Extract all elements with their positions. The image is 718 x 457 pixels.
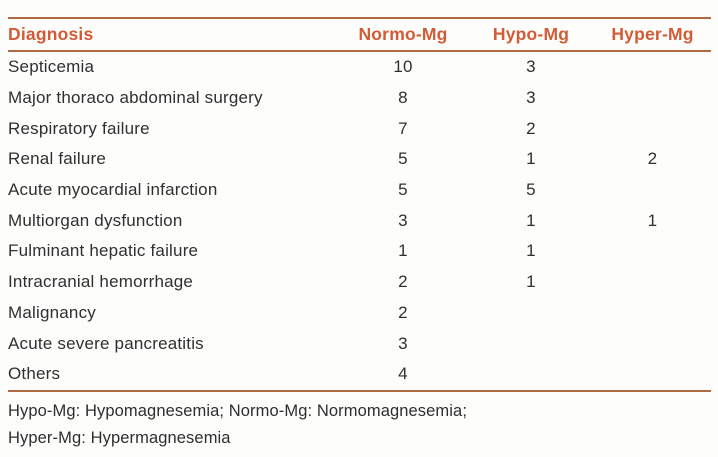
diagnosis-cell: Major thoraco abdominal surgery bbox=[8, 88, 263, 108]
table-row: Major thoraco abdominal surgery 8 3 bbox=[8, 83, 711, 114]
diagnosis-cell: Septicemia bbox=[8, 57, 95, 77]
diagnosis-cell: Intracranial hemorrhage bbox=[8, 272, 194, 292]
hyper-mg-cell: 2 bbox=[647, 149, 658, 169]
hypo-mg-cell: 5 bbox=[526, 180, 536, 200]
hypo-mg-cell: 1 bbox=[526, 149, 536, 169]
diagnosis-cell: Multiorgan dysfunction bbox=[8, 210, 183, 230]
table-row: Septicemia 10 3 bbox=[8, 52, 711, 83]
normo-mg-cell: 3 bbox=[398, 210, 408, 230]
normo-mg-cell: 3 bbox=[398, 333, 408, 353]
hypo-mg-cell: 3 bbox=[526, 57, 536, 77]
normo-mg-cell: 1 bbox=[398, 241, 408, 261]
hypo-mg-cell: 3 bbox=[526, 88, 536, 108]
column-header-diagnosis: Diagnosis bbox=[8, 24, 94, 44]
diagnosis-cell: Others bbox=[8, 364, 61, 384]
table-row: Intracranial hemorrhage 2 1 bbox=[8, 267, 711, 298]
table-footnote: Hypo-Mg: Hypomagnesemia; Normo-Mg: Normo… bbox=[8, 401, 468, 447]
hyper-mg-cell: 1 bbox=[647, 210, 658, 230]
table-row: Fulminant hepatic failure 1 1 bbox=[8, 236, 711, 267]
normo-mg-cell: 2 bbox=[398, 272, 408, 292]
hypo-mg-cell: 1 bbox=[526, 272, 536, 292]
table-row: Acute severe pancreatitis 3 bbox=[8, 328, 711, 359]
diagnosis-cell: Renal failure bbox=[8, 149, 107, 169]
column-header-hyper-mg: Hyper-Mg bbox=[611, 24, 694, 44]
normo-mg-cell: 5 bbox=[398, 180, 408, 200]
table-header-row: Diagnosis Normo-Mg Hypo-Mg Hyper-Mg bbox=[8, 19, 711, 50]
hypo-mg-cell: 1 bbox=[526, 241, 536, 261]
table-row: Others 4 bbox=[8, 359, 711, 390]
table-row: Acute myocardial infarction 5 5 bbox=[8, 175, 711, 206]
normo-mg-cell: 4 bbox=[398, 364, 408, 384]
header-bottom-rule bbox=[8, 50, 711, 52]
normo-mg-cell: 2 bbox=[398, 302, 408, 322]
table-row: Renal failure 5 1 2 bbox=[8, 144, 711, 175]
table-body: Septicemia 10 3 Major thoraco abdominal … bbox=[8, 52, 711, 390]
table-top-rule bbox=[8, 17, 711, 19]
table-row: Malignancy 2 bbox=[8, 298, 711, 329]
diagnosis-cell: Malignancy bbox=[8, 302, 96, 322]
column-header-normo-mg: Normo-Mg bbox=[358, 24, 448, 44]
normo-mg-cell: 10 bbox=[393, 57, 413, 77]
normo-mg-cell: 8 bbox=[398, 88, 408, 108]
hypo-mg-cell: 1 bbox=[526, 210, 536, 230]
table-bottom-rule bbox=[8, 389, 711, 392]
diagnosis-cell: Acute severe pancreatitis bbox=[8, 333, 204, 353]
normo-mg-cell: 7 bbox=[398, 118, 408, 138]
diagnosis-cell: Acute myocardial infarction bbox=[8, 180, 218, 200]
table-row: Respiratory failure 7 2 bbox=[8, 113, 711, 144]
diagnosis-cell: Fulminant hepatic failure bbox=[8, 241, 199, 261]
normo-mg-cell: 5 bbox=[398, 149, 408, 169]
diagnosis-cell: Respiratory failure bbox=[8, 118, 150, 138]
hypo-mg-cell: 2 bbox=[526, 118, 536, 138]
table-row: Multiorgan dysfunction 3 1 1 bbox=[8, 205, 711, 236]
column-header-hypo-mg: Hypo-Mg bbox=[492, 24, 570, 44]
diagnosis-table: Diagnosis Normo-Mg Hypo-Mg Hyper-Mg Sept… bbox=[8, 17, 711, 452]
